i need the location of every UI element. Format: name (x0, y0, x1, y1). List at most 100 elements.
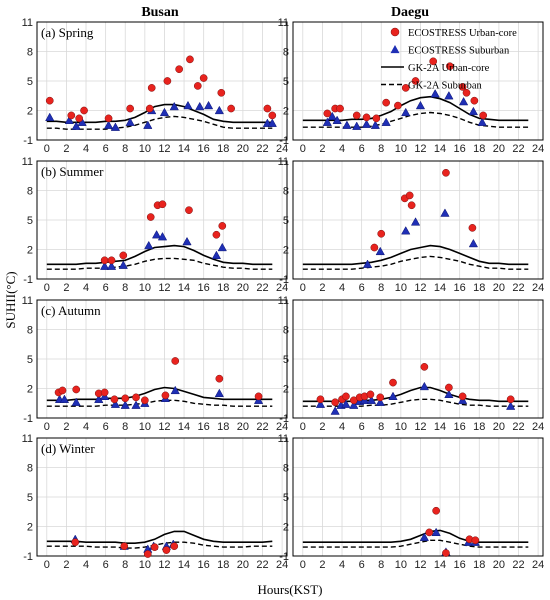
ecostress-suburban-point (217, 242, 227, 252)
legend-label: ECOSTRESS Suburban (408, 46, 510, 57)
x-tick-label: 0 (300, 559, 306, 571)
x-tick-label: 16 (198, 421, 210, 433)
ecostress-suburban-point (362, 259, 373, 268)
ecostress-urban-core-point (405, 191, 414, 200)
ecostress-urban-core-point (171, 357, 180, 365)
ecostress-suburban-point (419, 381, 429, 391)
x-tick-label: 18 (217, 282, 229, 294)
y-tick-label: -1 (23, 274, 33, 286)
ecostress-urban-core-point (212, 230, 221, 239)
legend-label: GK-2A Urban-core (408, 63, 490, 74)
ecostress-urban-core-point (132, 393, 140, 402)
x-tick-label: 16 (454, 282, 466, 294)
x-tick-label: 2 (63, 559, 69, 571)
ecostress-urban-core-point (372, 114, 381, 123)
ecostress-suburban-point (361, 119, 372, 128)
ecostress-urban-core-point (268, 111, 277, 120)
ecostress-suburban-point (45, 112, 55, 121)
x-tick-label: 20 (493, 143, 505, 155)
x-tick-label: 20 (493, 282, 505, 294)
x-tick-label: 12 (414, 559, 426, 571)
gk2a-urban-core-line (46, 244, 273, 266)
ecostress-suburban-point (410, 217, 421, 226)
panel-season-label: (d) Winter (41, 441, 95, 456)
x-tick-label: 20 (237, 282, 249, 294)
x-tick-label: 18 (217, 421, 229, 433)
y-tick-label: 2 (283, 245, 289, 257)
panel-frame (292, 160, 544, 280)
ecostress-suburban-point (159, 107, 170, 117)
x-tick-label: 0 (44, 421, 50, 433)
ecostress-urban-core-point (352, 111, 361, 120)
x-tick-label: 12 (414, 282, 426, 294)
ecostress-urban-core-point (162, 546, 171, 554)
x-tick-label: 24 (276, 282, 288, 294)
panel-season-label: (c) Autumn (41, 303, 101, 318)
ecostress-urban-core-point (429, 57, 438, 66)
y-tick-label: -1 (279, 413, 289, 425)
x-tick-label: 8 (122, 282, 128, 294)
x-tick-label: 8 (378, 421, 384, 433)
y-tick-label: 5 (283, 215, 289, 227)
gk2a-urban-core-line (46, 386, 273, 402)
ecostress-urban-core-point (370, 243, 379, 252)
x-tick-label: 18 (473, 282, 485, 294)
x-tick-label: 12 (158, 143, 170, 155)
ecostress-suburban-point (120, 400, 130, 409)
y-tick-label: 11 (278, 295, 289, 307)
ecostress-urban-core-point (323, 109, 332, 118)
ecostress-suburban-point (375, 246, 385, 256)
ecostress-suburban-point (110, 122, 121, 131)
y-tick-label: 2 (27, 106, 33, 118)
x-tick-label: 22 (512, 421, 524, 433)
ecostress-suburban-point (71, 397, 81, 406)
gk2a-urban-core-line (46, 530, 273, 544)
x-tick-label: 16 (454, 559, 466, 571)
ecostress-urban-core-point (80, 106, 88, 115)
x-tick-label: 16 (198, 143, 210, 155)
panel-frame (36, 21, 288, 141)
ecostress-suburban-point (322, 117, 332, 126)
x-tick-label: 10 (395, 282, 407, 294)
ecostress-suburban-point (125, 117, 135, 126)
ecostress-suburban-point (401, 226, 411, 235)
panel-season-label: (a) Spring (41, 25, 94, 40)
ecostress-suburban-point (440, 208, 450, 217)
ecostress-suburban-point (431, 527, 441, 537)
x-tick-label: 12 (158, 282, 170, 294)
x-tick-label: 22 (256, 421, 268, 433)
y-tick-label: 8 (283, 47, 289, 59)
y-tick-label: 5 (27, 354, 33, 366)
x-tick-label: 22 (256, 282, 268, 294)
ecostress-urban-core-point (67, 111, 76, 120)
x-tick-label: 12 (158, 421, 170, 433)
ecostress-suburban-point (157, 232, 168, 241)
x-tick-label: 22 (256, 143, 268, 155)
ecostress-urban-core-point (163, 77, 172, 85)
y-tick-label: 8 (283, 325, 289, 337)
ecostress-suburban-point (419, 532, 429, 541)
ecostress-urban-core-point (458, 392, 467, 401)
y-tick-label: 11 (278, 17, 289, 29)
ecostress-urban-core-point (170, 542, 179, 551)
ecostress-urban-core-point (104, 114, 113, 123)
y-tick-label: 5 (27, 76, 33, 88)
x-tick-label: 20 (237, 143, 249, 155)
ecostress-suburban-point (103, 120, 114, 129)
x-tick-label: 12 (414, 143, 426, 155)
ecostress-urban-core-point (45, 96, 54, 105)
ecostress-urban-core-point (161, 391, 170, 400)
ecostress-suburban-point (415, 100, 426, 110)
y-tick-label: 11 (278, 156, 289, 168)
ecostress-suburban-point (183, 100, 193, 110)
y-tick-label: 2 (27, 245, 33, 257)
x-tick-label: 14 (178, 282, 190, 294)
y-tick-label: 2 (283, 522, 289, 534)
gk2a-suburban-line (46, 115, 273, 130)
ecostress-urban-core-point (376, 393, 385, 402)
x-tick-label: 14 (434, 143, 446, 155)
x-tick-label: 22 (512, 282, 524, 294)
